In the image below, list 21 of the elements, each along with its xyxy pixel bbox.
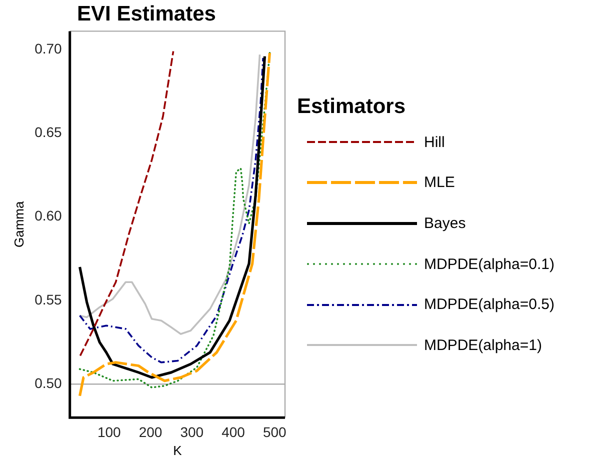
- x-tick-label: 100: [97, 424, 122, 440]
- x-axis-title: K: [173, 442, 182, 458]
- legend-title: Estimators: [297, 94, 407, 120]
- x-tick-label: 200: [138, 424, 162, 440]
- y-tick-label: 0.60: [34, 208, 62, 224]
- y-tick-label: 0.65: [34, 124, 62, 140]
- legend-label: Bayes: [424, 214, 466, 232]
- y-axis-title: Gamma: [11, 200, 26, 248]
- x-tick-label: 400: [222, 424, 246, 440]
- y-tick-label: 0.70: [34, 40, 62, 56]
- legend-label: MLE: [424, 174, 455, 192]
- legend-label: Hill: [424, 134, 445, 151]
- y-tick-label: 0.55: [34, 291, 62, 308]
- line-series: [79, 50, 174, 357]
- legend-label: MDPDE(alpha=0.5): [424, 296, 554, 314]
- chart-title: EVI Estimates: [77, 2, 216, 26]
- legend-label: MDPDE(alpha=0.1): [424, 256, 554, 273]
- x-tick-label: 500: [262, 424, 287, 440]
- legend-label: MDPDE(alpha=1): [424, 336, 542, 354]
- y-tick-label: 0.50: [34, 375, 62, 392]
- x-tick-label: 300: [180, 424, 204, 440]
